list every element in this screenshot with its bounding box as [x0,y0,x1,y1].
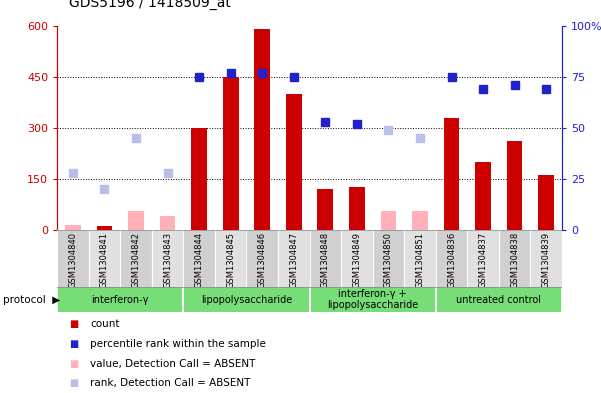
Text: GSM1304842: GSM1304842 [132,231,141,288]
Text: GSM1304836: GSM1304836 [447,231,456,288]
Bar [215,230,246,287]
Bar [151,230,183,287]
Text: GSM1304851: GSM1304851 [415,231,424,288]
Text: interferon-γ: interferon-γ [91,295,149,305]
Bar [499,230,531,287]
Bar [183,287,310,312]
Text: GSM1304839: GSM1304839 [542,231,551,288]
Bar [183,230,215,287]
Text: count: count [90,319,120,329]
Bar [436,287,562,312]
Bar [57,287,183,312]
Text: GSM1304849: GSM1304849 [352,231,361,288]
Bar [57,230,89,287]
Text: GSM1304847: GSM1304847 [289,231,298,288]
Bar [404,230,436,287]
Text: lipopolysaccharide: lipopolysaccharide [201,295,292,305]
Bar [341,230,373,287]
Bar [373,230,404,287]
Bar [507,141,522,230]
Text: GSM1304837: GSM1304837 [478,231,487,288]
Bar [436,230,468,287]
Bar [531,230,562,287]
Text: percentile rank within the sample: percentile rank within the sample [90,339,266,349]
Bar [278,230,310,287]
Bar [254,29,270,230]
Bar [538,175,554,230]
Text: untreated control: untreated control [456,295,542,305]
Text: GSM1304850: GSM1304850 [384,231,393,288]
Text: GSM1304848: GSM1304848 [321,231,330,288]
Text: rank, Detection Call = ABSENT: rank, Detection Call = ABSENT [90,378,251,388]
Bar [191,128,207,230]
Bar [317,189,333,230]
Bar [223,77,239,230]
Text: ■: ■ [69,378,78,388]
Bar [128,211,144,230]
Text: GSM1304840: GSM1304840 [69,231,78,288]
Text: GSM1304846: GSM1304846 [258,231,267,288]
Text: GSM1304838: GSM1304838 [510,231,519,288]
Text: value, Detection Call = ABSENT: value, Detection Call = ABSENT [90,358,255,369]
Text: interferon-γ +
lipopolysaccharide: interferon-γ + lipopolysaccharide [327,289,418,310]
Text: GSM1304845: GSM1304845 [226,231,235,288]
Text: protocol  ▶: protocol ▶ [3,295,60,305]
Bar [349,187,365,230]
Bar [310,230,341,287]
Text: GDS5196 / 1418509_at: GDS5196 / 1418509_at [69,0,231,10]
Bar [475,162,491,230]
Bar [310,287,436,312]
Text: ■: ■ [69,358,78,369]
Text: ■: ■ [69,339,78,349]
Bar [120,230,151,287]
Bar [412,211,428,230]
Bar [160,216,175,230]
Bar [246,230,278,287]
Bar [468,230,499,287]
Bar [65,225,81,230]
Text: GSM1304844: GSM1304844 [195,231,204,288]
Text: ■: ■ [69,319,78,329]
Bar [97,226,112,230]
Bar [444,118,459,230]
Text: GSM1304841: GSM1304841 [100,231,109,288]
Bar [380,211,396,230]
Bar [286,94,302,230]
Bar [89,230,120,287]
Text: GSM1304843: GSM1304843 [163,231,172,288]
